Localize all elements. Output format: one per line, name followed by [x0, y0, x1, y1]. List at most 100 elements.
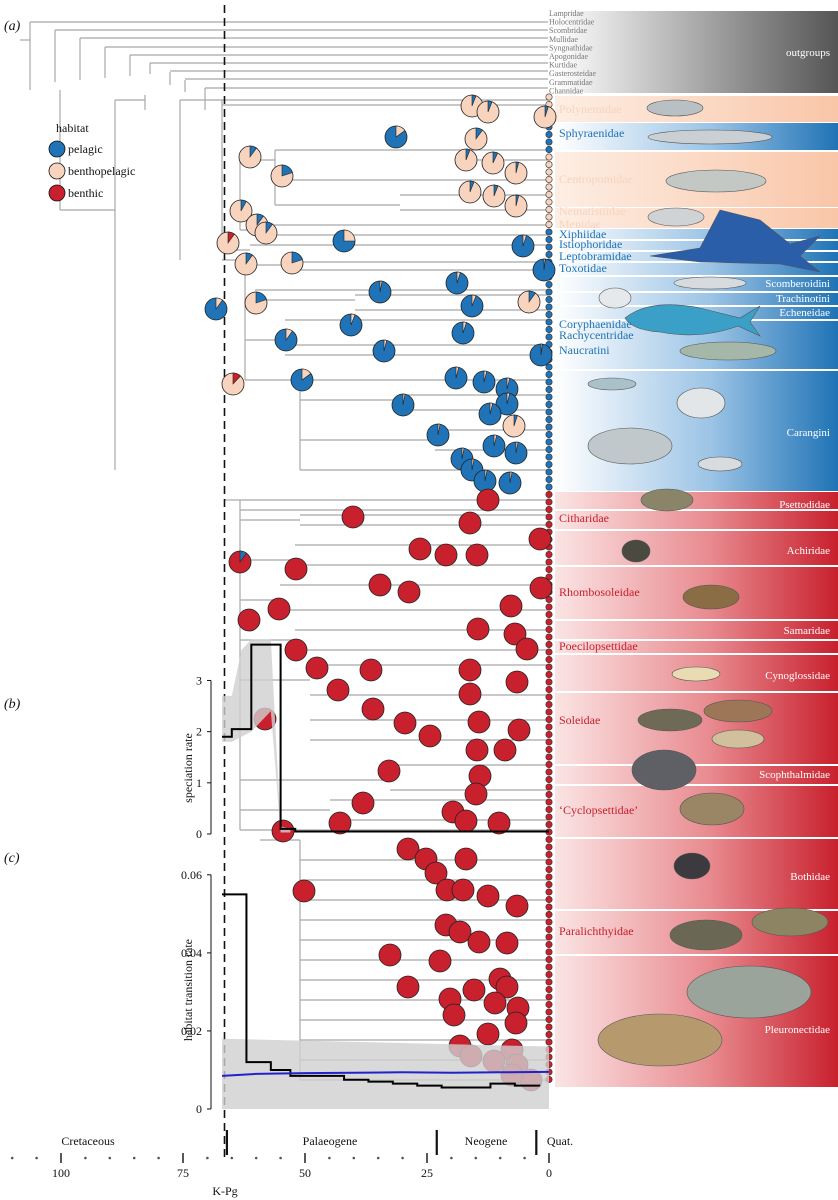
speciation-rate-chart: speciation rate 0 1 2 3 — [181, 639, 549, 841]
ancestral-pie — [504, 194, 528, 218]
outgroup-taxon-label: Channidae — [549, 86, 584, 95]
ancestral-pie — [280, 251, 304, 275]
time-axis: Cretaceous Palaeogene Neogene Quat. K-Pg… — [10, 1130, 573, 1198]
tip-marker — [545, 970, 553, 978]
tip-marker — [545, 236, 553, 244]
fish-flounder-icon — [597, 1013, 723, 1067]
time-minor-tick — [498, 1156, 502, 1160]
y-tick-label: 0.06 — [181, 868, 202, 882]
tip-marker — [545, 430, 553, 438]
fish-tonguesole-icon — [671, 666, 721, 682]
ancestral-pie — [462, 978, 486, 1002]
fish-turbot-icon — [631, 749, 697, 791]
family-label: Menidae — [559, 217, 601, 231]
panel-c-label: (c) — [4, 851, 20, 866]
ancestral-pie — [493, 738, 517, 762]
tip-marker — [545, 993, 553, 1001]
family-label: Istiophoridae — [559, 237, 622, 251]
tip-marker — [545, 288, 553, 296]
ancestral-pie — [234, 252, 258, 276]
habitat-legend: habitat pelagic benthopelagic benthic — [48, 121, 135, 202]
ancestral-pie — [326, 678, 350, 702]
tip-marker — [545, 445, 553, 453]
fish-mahi-icon — [624, 304, 761, 337]
ancestral-pie — [418, 724, 442, 748]
fish-scomberoidini-icon — [673, 276, 747, 290]
ancestral-pie — [482, 434, 506, 458]
time-minor-tick — [474, 1156, 478, 1160]
outgroup-taxon-label: Mullidae — [549, 35, 578, 44]
tip-marker — [545, 858, 553, 866]
time-minor-tick — [230, 1156, 234, 1160]
ancestral-pie — [476, 100, 500, 124]
time-tick-label: 0 — [546, 1166, 552, 1180]
ancestral-pie — [328, 811, 352, 835]
tip-marker — [545, 760, 553, 768]
tip-marker — [545, 963, 553, 971]
outgroup-taxon-label: Syngnathidae — [549, 43, 593, 52]
time-minor-tick — [401, 1156, 404, 1160]
fish-paralichthys-1-icon — [669, 919, 743, 951]
tip-marker — [545, 880, 553, 888]
tip-marker — [545, 153, 553, 161]
tip-marker — [545, 228, 553, 236]
tip-marker — [545, 513, 553, 521]
tip-marker — [545, 618, 553, 626]
transition-ylabel: habitat transition rate — [181, 939, 195, 1041]
ancestral-pie — [359, 658, 383, 682]
band-label: Cynoglossidae — [765, 670, 830, 682]
ancestral-pie — [476, 884, 500, 908]
fish-sole-1-icon — [637, 708, 703, 732]
family-label: Centropomidae — [559, 172, 633, 186]
rate-line — [222, 893, 541, 1089]
fish-sole-3-icon — [711, 729, 765, 749]
fish-psettodes-icon — [640, 488, 694, 512]
outgroup-taxon-label: Lampridae — [549, 9, 584, 18]
family-label: Coryphaenidae — [559, 317, 632, 331]
tip-marker — [545, 558, 553, 566]
fish-cyclopsetta-icon — [679, 792, 745, 826]
ancestral-pie — [467, 710, 491, 734]
ancestral-pie — [476, 1022, 500, 1046]
fish-paralichthys-2-icon — [751, 907, 829, 937]
family-label: Citharidae — [559, 511, 609, 525]
outgroup-taxon-label: Grammatidae — [549, 78, 593, 87]
tip-marker — [545, 280, 553, 288]
outgroup-taxon-label: Scombridae — [549, 26, 588, 35]
ancestral-pie — [482, 184, 506, 208]
ancestral-pie — [454, 809, 478, 833]
ancestral-pie — [372, 339, 396, 363]
ancestral-pie — [451, 878, 475, 902]
tip-marker — [545, 206, 553, 214]
ancestral-pie — [467, 930, 491, 954]
tip-marker — [545, 1015, 553, 1023]
clade-colour-bands — [555, 11, 838, 1087]
ancestral-pie — [391, 393, 415, 417]
ancestral-pie — [396, 837, 420, 861]
time-tick-label: 25 — [421, 1166, 433, 1180]
family-label: Rachycentridae — [559, 328, 634, 342]
tip-marker — [545, 595, 553, 603]
tip-marker — [545, 895, 553, 903]
family-label: Poecilopsettidae — [559, 639, 638, 653]
ancestral-pie — [448, 920, 472, 944]
y-tick-label: 0.04 — [181, 946, 202, 960]
rate-line — [221, 1070, 550, 1077]
tip-marker — [545, 978, 553, 986]
fish-achirid-icon — [621, 539, 651, 563]
period-palaeogene: Palaeogene — [303, 1134, 358, 1148]
tip-marker — [545, 131, 553, 139]
tip-marker — [545, 93, 553, 101]
tip-marker — [545, 925, 553, 933]
band-label: Bothidae — [790, 871, 830, 883]
ancestral-pie — [502, 414, 526, 438]
ancestral-pie — [204, 297, 228, 321]
fish-pompano-icon — [598, 287, 632, 309]
ancestral-pie — [473, 469, 497, 493]
tip-marker — [545, 940, 553, 948]
band-label: Carangini — [787, 427, 830, 439]
band-label: Scophthalmidae — [759, 769, 830, 781]
time-minor-tick — [523, 1156, 526, 1160]
ancestral-pie — [254, 221, 278, 245]
tip-marker — [545, 565, 553, 573]
